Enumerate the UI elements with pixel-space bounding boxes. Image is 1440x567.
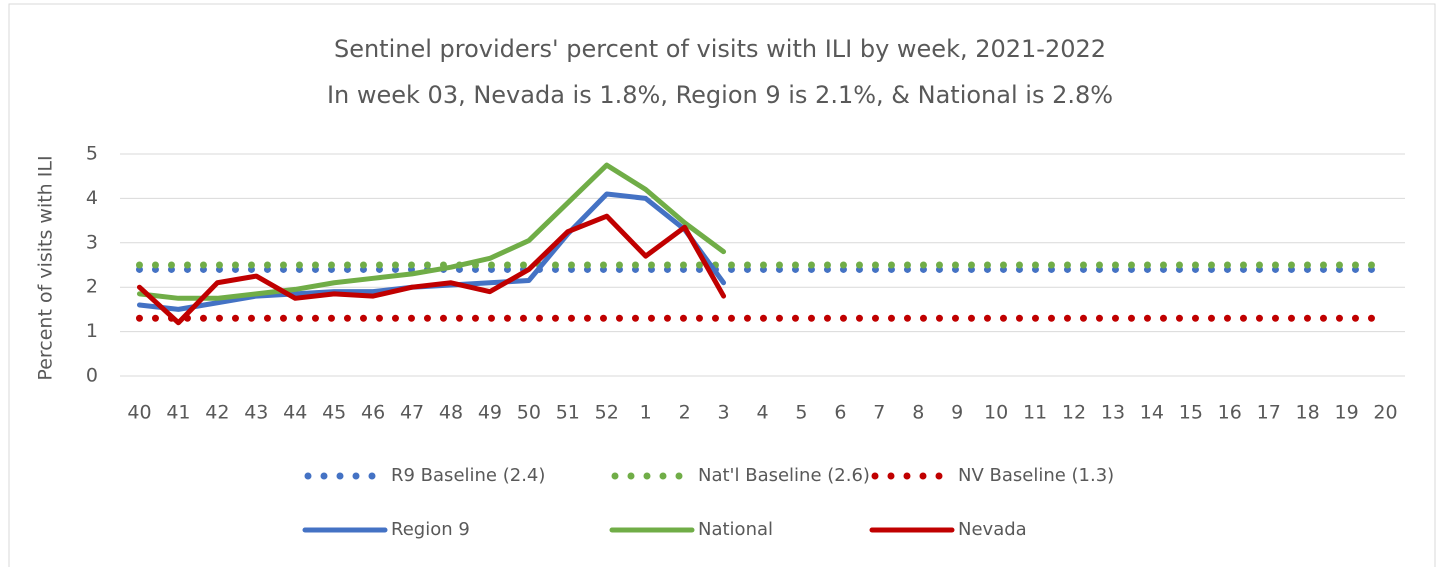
x-tick-label: 17	[1257, 402, 1281, 424]
x-tick-label: 41	[166, 402, 190, 424]
x-tick-label: 52	[595, 402, 619, 424]
y-tick-label: 3	[86, 231, 98, 253]
legend-label: National	[698, 519, 773, 540]
x-tick-label: 50	[517, 402, 541, 424]
x-tick-label: 7	[873, 402, 885, 424]
x-tick-label: 6	[834, 402, 846, 424]
x-tick-label: 11	[1023, 402, 1047, 424]
x-tick-label: 8	[912, 402, 924, 424]
y-tick-label: 5	[86, 143, 98, 165]
x-tick-label: 45	[322, 402, 346, 424]
x-tick-label: 46	[361, 402, 385, 424]
chart-subtitle: In week 03, Nevada is 1.8%, Region 9 is …	[327, 81, 1113, 109]
x-tick-label: 1	[640, 402, 652, 424]
x-tick-label: 12	[1062, 402, 1086, 424]
x-tick-label: 51	[556, 402, 580, 424]
legend-label: Nat'l Baseline (2.6)	[698, 465, 870, 486]
x-tick-label: 16	[1218, 402, 1242, 424]
x-tick-label: 5	[795, 402, 807, 424]
x-tick-label: 40	[127, 402, 151, 424]
x-tick-label: 48	[439, 402, 463, 424]
y-tick-label: 4	[86, 187, 98, 209]
x-tick-label: 42	[205, 402, 229, 424]
x-tick-label: 3	[718, 402, 730, 424]
x-tick-label: 4	[756, 402, 768, 424]
legend-label: Nevada	[958, 519, 1027, 540]
x-tick-label: 44	[283, 402, 307, 424]
series-line	[136, 213, 727, 326]
chart-title: Sentinel providers' percent of visits wi…	[334, 35, 1106, 63]
y-tick-label: 0	[86, 365, 98, 387]
x-tick-label: 19	[1334, 402, 1358, 424]
chart-frame	[8, 3, 1436, 567]
x-tick-label: 18	[1296, 402, 1320, 424]
x-tick-label: 13	[1101, 402, 1125, 424]
legend-label: NV Baseline (1.3)	[958, 465, 1114, 486]
x-tick-label: 2	[679, 402, 691, 424]
series-line	[136, 162, 727, 301]
y-axis-label: Percent of visits with ILI	[35, 155, 57, 380]
y-tick-label: 1	[86, 320, 98, 342]
x-tick-label: 14	[1140, 402, 1164, 424]
x-tick-label: 9	[951, 402, 963, 424]
legend-label: Region 9	[391, 519, 470, 540]
y-tick-label: 2	[86, 276, 98, 298]
x-tick-label: 43	[244, 402, 268, 424]
x-tick-label: 20	[1373, 402, 1397, 424]
x-tick-label: 15	[1179, 402, 1203, 424]
x-tick-label: 47	[400, 402, 424, 424]
x-tick-label: 10	[984, 402, 1008, 424]
x-tick-label: 49	[478, 402, 502, 424]
legend-label: R9 Baseline (2.4)	[391, 465, 545, 486]
